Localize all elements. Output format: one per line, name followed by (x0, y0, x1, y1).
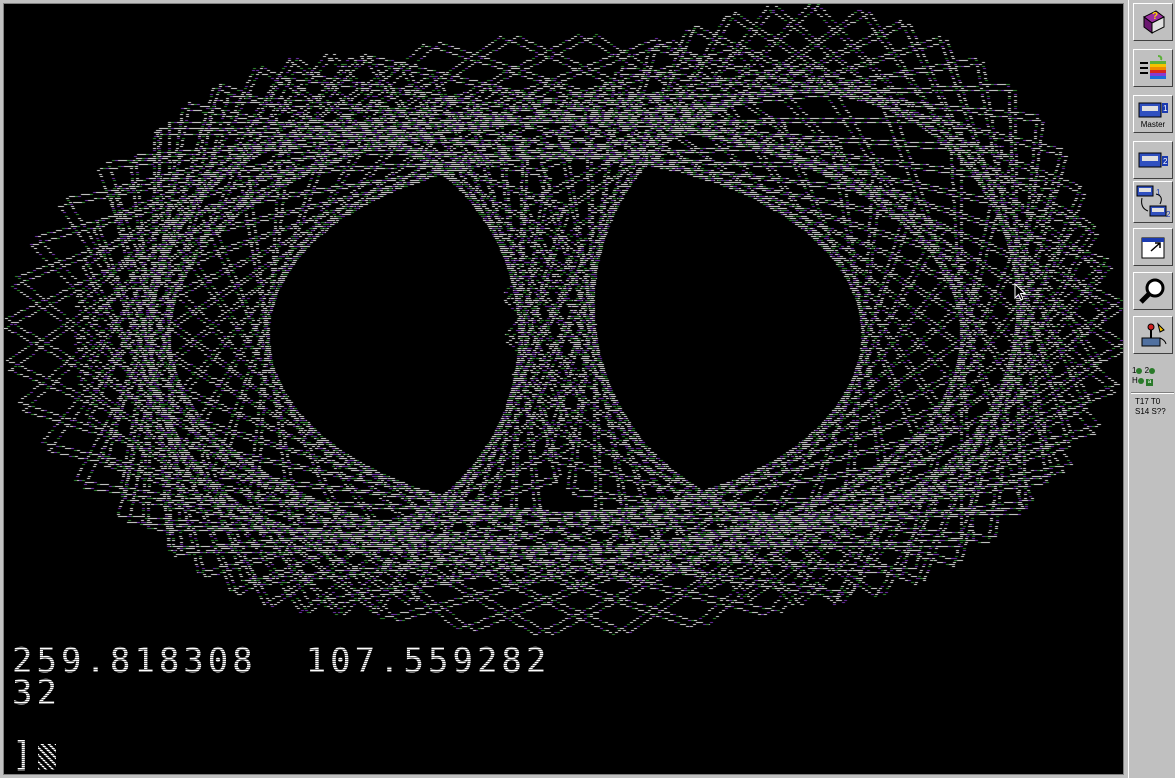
text-line-2: 32 (12, 673, 61, 713)
disk-2-button[interactable]: 2 (1133, 141, 1173, 179)
value-right: 107.559282 (305, 641, 551, 681)
fullscreen-button[interactable] (1133, 228, 1173, 266)
disk-1-button[interactable]: 1 Master (1133, 95, 1173, 133)
prompt-char: ] (12, 735, 37, 775)
help-button[interactable]: ? (1133, 3, 1173, 41)
mouse-pointer-icon (1014, 283, 1027, 301)
led-drive-1 (1136, 367, 1143, 374)
apple-ii-screen[interactable]: 259.818308 107.559282 32 ] (3, 3, 1124, 775)
led-hdd (1137, 377, 1144, 384)
hires-graphics-area (4, 4, 1123, 644)
status-sector: S14 S?? (1135, 407, 1166, 416)
svg-text:1: 1 (1156, 188, 1161, 197)
emulator-screen-frame: 259.818308 107.559282 32 ] (3, 3, 1124, 775)
swap-disks-icon: 1 2 (1136, 185, 1170, 219)
disk-2-icon: 2 (1138, 152, 1168, 168)
svg-text:2: 2 (1163, 157, 1168, 166)
debug-button[interactable] (1133, 272, 1173, 310)
svg-text:2: 2 (1166, 210, 1170, 219)
magnifier-icon (1139, 278, 1165, 304)
led-a: a (1146, 379, 1154, 386)
text-line-1: 259.818308 107.559282 (12, 644, 550, 678)
toolbar-divider (1131, 392, 1174, 394)
track-sector-status: T17 T0 S14 S?? (1135, 397, 1175, 417)
emulator-toolbar: ? 1 Master 2 (1128, 0, 1175, 778)
disk-1-icon: 1 (1138, 102, 1168, 118)
svg-text:?: ? (1152, 11, 1158, 22)
apple-run-icon (1140, 55, 1166, 79)
led-row-1: 1 2 (1132, 366, 1174, 376)
swap-disks-button[interactable]: 1 2 (1133, 181, 1173, 223)
disk-1-caption: Master (1140, 120, 1166, 129)
settings-button[interactable] (1133, 316, 1173, 354)
run-button[interactable] (1133, 49, 1173, 87)
fullscreen-icon (1141, 237, 1165, 259)
text-cursor (38, 744, 57, 770)
joystick-settings-icon (1141, 322, 1167, 347)
status-track: T17 T0 (1135, 397, 1161, 406)
led-row-2: H a (1132, 376, 1154, 386)
led-drive-2 (1149, 367, 1156, 374)
svg-text:1: 1 (1163, 104, 1168, 113)
basic-prompt: ] (12, 735, 57, 775)
help-icon: ? (1143, 10, 1165, 34)
drive-leds: 1 2 H a (1132, 366, 1174, 386)
